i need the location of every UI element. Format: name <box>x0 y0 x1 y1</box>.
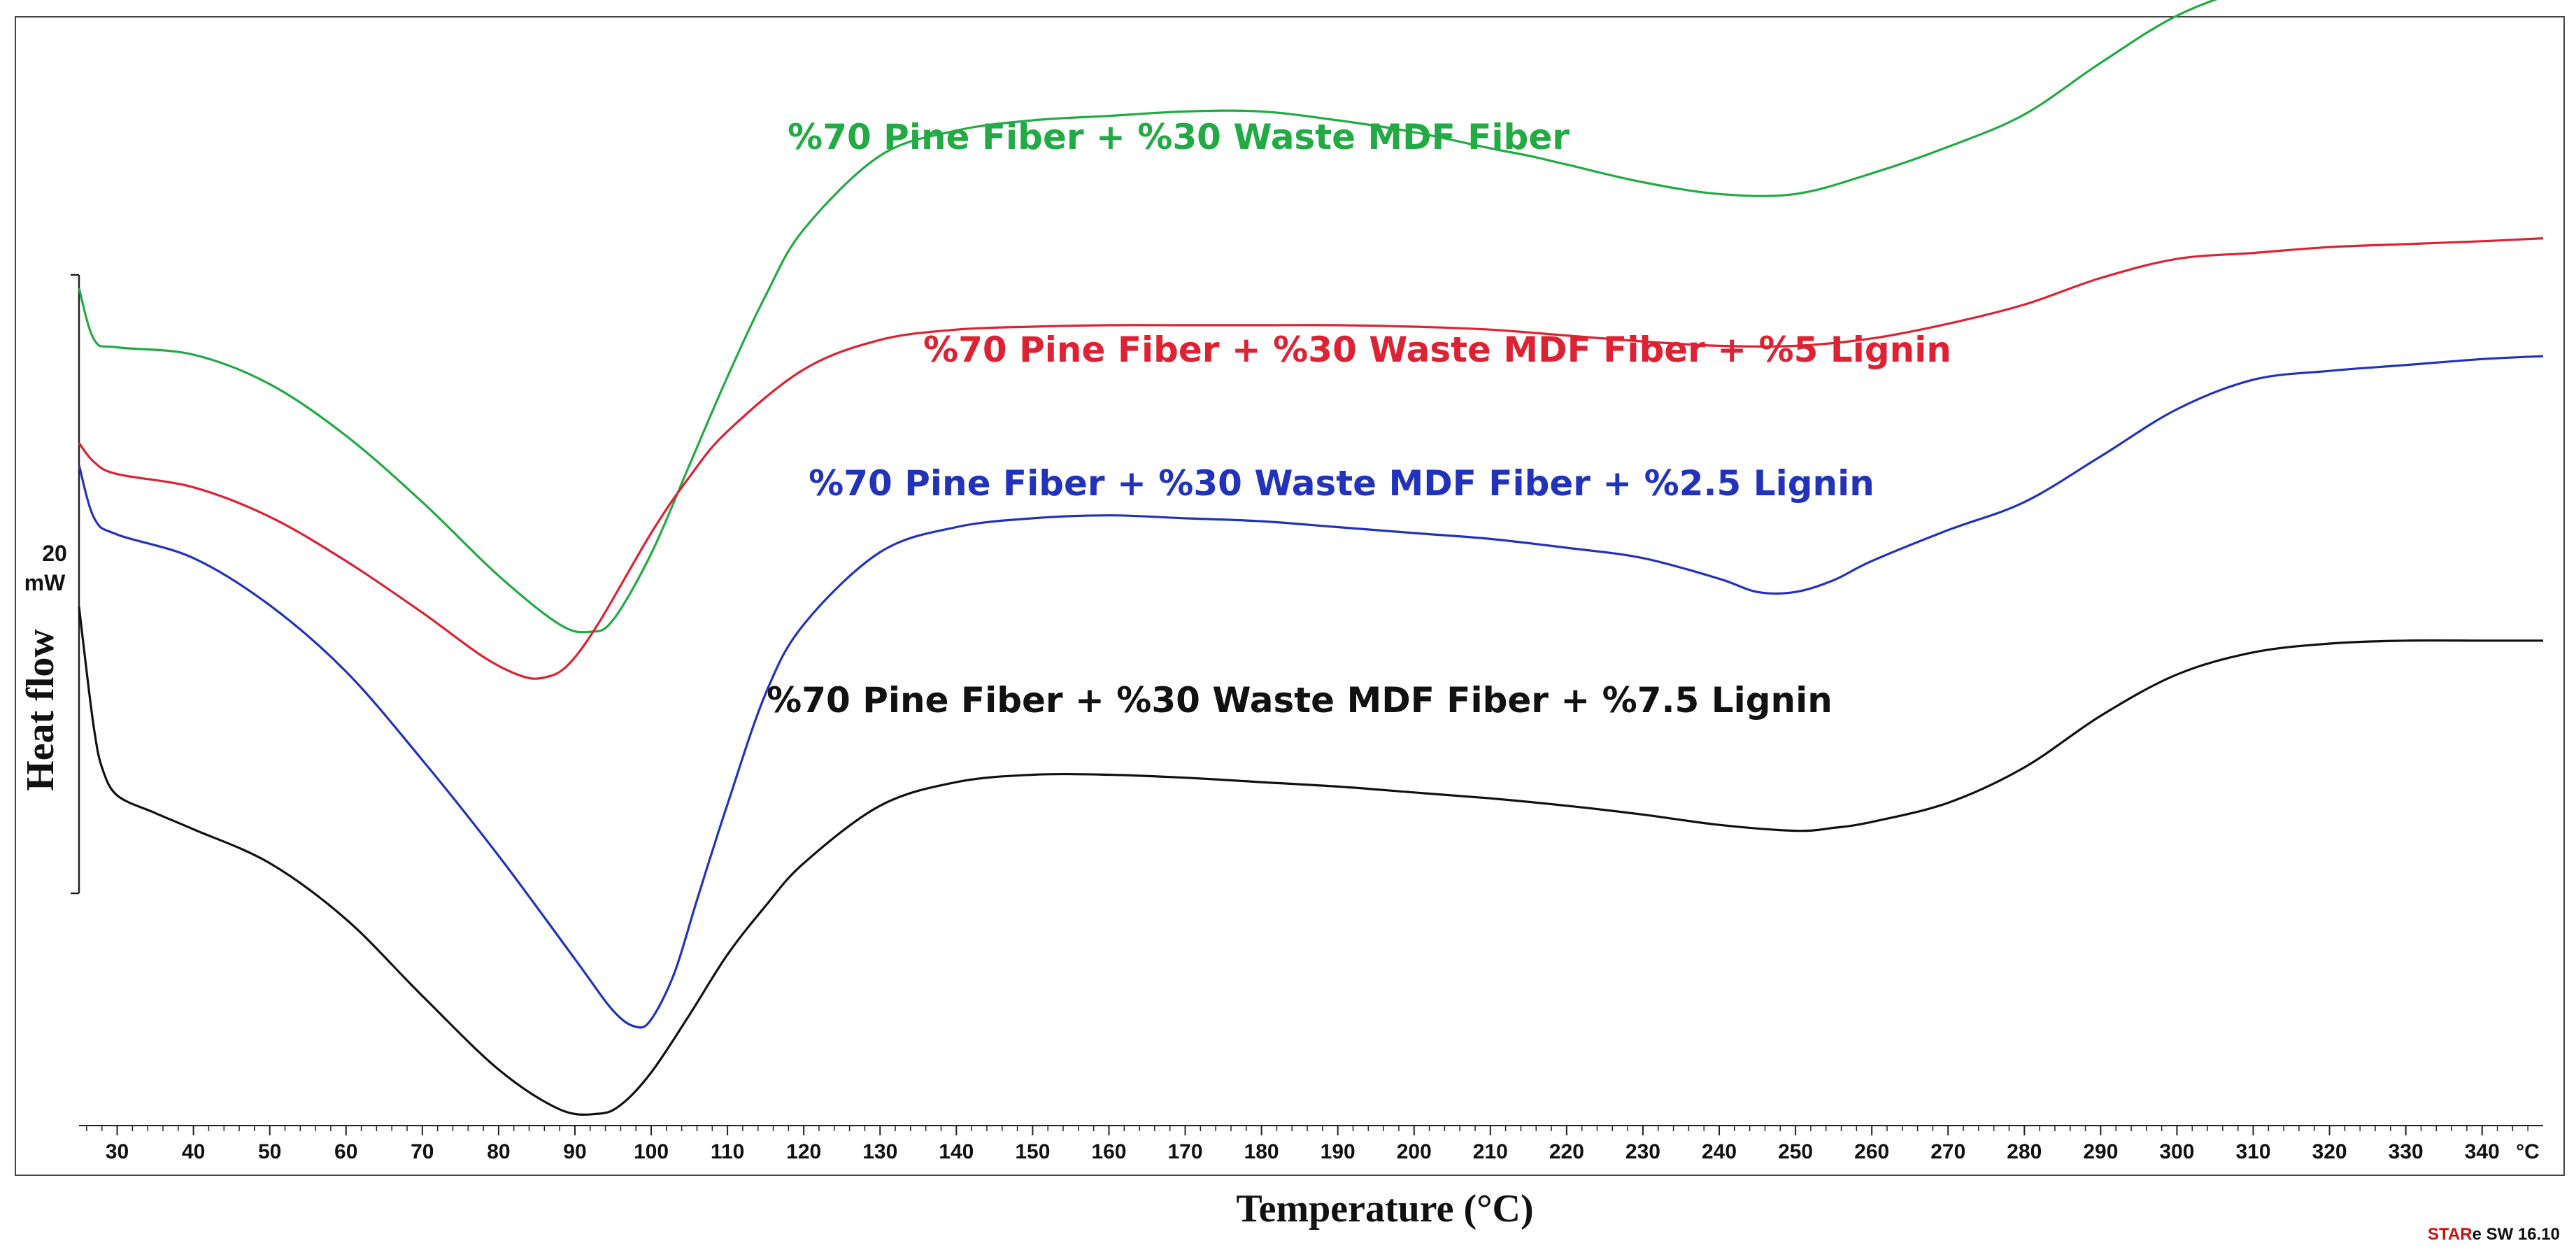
x-tick-label: 80 <box>487 1140 510 1163</box>
x-tick-label: 170 <box>1168 1140 1203 1163</box>
x-tick-label: 120 <box>786 1140 821 1163</box>
series-line-1 <box>78 0 2218 634</box>
brand-version: e SW 16.10 <box>2472 1225 2560 1244</box>
x-tick-label: 240 <box>1702 1140 1737 1163</box>
series-label-1: %70 Pine Fiber + %30 Waste MDF Fiber <box>788 117 1570 157</box>
y-axis-title: Heat flow <box>19 629 62 791</box>
scale-bar-value: 20 <box>42 541 67 566</box>
x-tick-label: 220 <box>1549 1140 1584 1163</box>
x-tick-label: 280 <box>2007 1140 2042 1163</box>
x-tick-label: 270 <box>1930 1140 1965 1163</box>
series-label-2: %70 Pine Fiber + %30 Waste MDF Fiber + %… <box>923 329 1951 370</box>
x-axis-major-ticks: 30 40 50 60 70 80 90 100 110 120 130 140 150 160 170 18… <box>106 1126 2500 1163</box>
series-line-2 <box>78 237 2544 680</box>
x-tick-label: 70 <box>411 1140 434 1163</box>
x-axis-title: Temperature (°C) <box>1236 1187 1533 1231</box>
x-tick-label: 310 <box>2235 1140 2270 1163</box>
x-tick-label: 100 <box>634 1140 669 1163</box>
series-line-4 <box>78 607 2543 1116</box>
x-tick-label: 340 <box>2465 1140 2500 1163</box>
x-tick-label: 60 <box>334 1140 357 1163</box>
x-tick-label: 40 <box>182 1140 205 1163</box>
x-tick-label: 30 <box>106 1140 129 1163</box>
x-tick-label: 200 <box>1397 1140 1432 1163</box>
series-line-3 <box>78 355 2544 1029</box>
series-layer: %70 Pine Fiber + %30 Waste MDF Fiber %70 … <box>78 0 2544 1116</box>
x-tick-label: 160 <box>1091 1140 1126 1163</box>
brand-star: STAR <box>2428 1225 2472 1244</box>
x-tick-label: 230 <box>1625 1140 1660 1163</box>
x-tick-label: 190 <box>1321 1140 1355 1163</box>
series-label-3: %70 Pine Fiber + %30 Waste MDF Fiber + %… <box>809 463 1874 504</box>
x-tick-label: 180 <box>1244 1140 1279 1163</box>
x-tick-label: 250 <box>1778 1140 1813 1163</box>
x-tick-label: 150 <box>1015 1140 1050 1163</box>
x-axis-minor-ticks <box>86 1126 2528 1131</box>
x-tick-label: 260 <box>1854 1140 1889 1163</box>
x-tick-label: 320 <box>2312 1140 2347 1163</box>
x-tick-label: 290 <box>2083 1140 2118 1163</box>
x-tick-label: 330 <box>2389 1140 2424 1163</box>
scale-bar-unit: mW <box>24 570 66 595</box>
x-tick-label: 50 <box>258 1140 281 1163</box>
scale-bar: 20 mW <box>24 274 80 895</box>
x-axis: 30 40 50 60 70 80 90 100 110 120 130 140 150 160 170 18… <box>79 1125 2543 1163</box>
x-tick-label: 210 <box>1473 1140 1508 1163</box>
software-brand: STARe SW 16.10 <box>2428 1225 2560 1244</box>
x-tick-label: 110 <box>711 1140 744 1163</box>
x-tick-label: 300 <box>2159 1140 2194 1163</box>
plot-frame <box>15 16 2565 1176</box>
x-tick-label: 130 <box>862 1140 897 1163</box>
x-tick-label: 140 <box>939 1140 974 1163</box>
x-axis-unit: °C <box>2516 1140 2540 1163</box>
x-tick-label: 90 <box>563 1140 586 1163</box>
series-label-4: %70 Pine Fiber + %30 Waste MDF Fiber + %… <box>767 680 1833 721</box>
